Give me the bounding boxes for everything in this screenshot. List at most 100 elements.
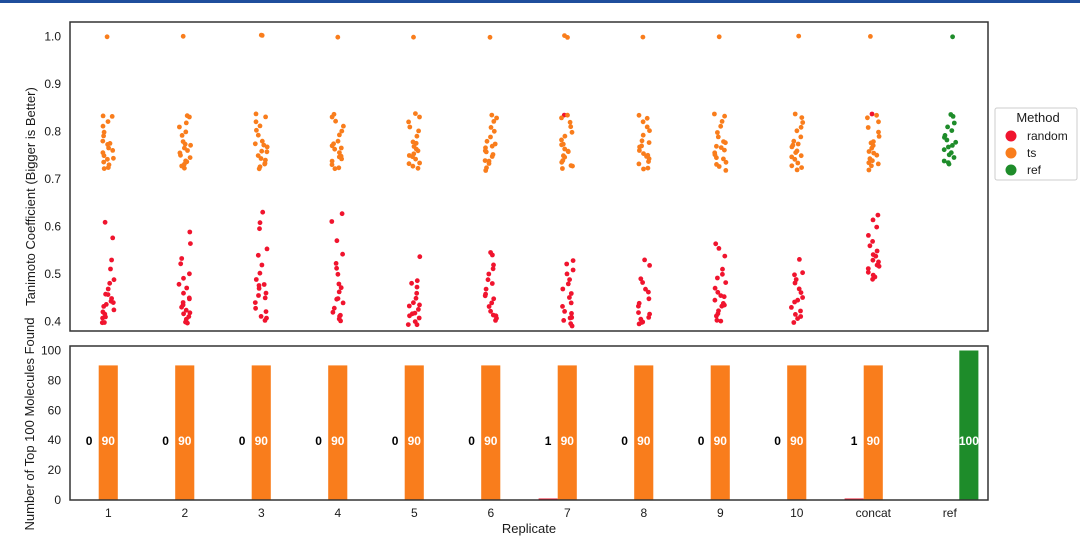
point-ts	[640, 119, 646, 125]
point-random	[260, 209, 266, 215]
point-ts	[187, 155, 193, 161]
point-random	[567, 295, 572, 300]
point-random	[109, 257, 114, 263]
point-ts	[723, 168, 729, 173]
point-random	[414, 278, 420, 284]
point-random	[716, 308, 721, 314]
point-ts	[254, 127, 259, 133]
point-random	[416, 307, 421, 312]
bottom-y-axis-label: Number of Top 100 Molecules Found	[22, 318, 37, 531]
point-ts	[714, 162, 719, 167]
bars-layer	[98, 350, 979, 500]
top-y-tick-label: 0.5	[44, 267, 61, 281]
top-y-axis-label: Tanimoto Coefficient (Bigger is Better)	[23, 87, 38, 306]
point-ts	[799, 165, 804, 171]
point-random	[560, 286, 566, 292]
bar-label-random: 0	[315, 434, 322, 448]
point-ts	[341, 123, 346, 129]
bottom-panel-frame	[69, 345, 989, 501]
point-ts	[101, 159, 107, 165]
point-random	[188, 241, 193, 247]
point-random	[569, 311, 574, 316]
point-ref	[953, 139, 959, 145]
point-random	[789, 305, 794, 310]
point-random	[412, 310, 418, 316]
point-random	[264, 246, 270, 252]
point-ts	[722, 113, 727, 119]
point-random	[333, 261, 339, 266]
point-random	[870, 257, 876, 263]
point-random	[489, 281, 495, 286]
point-random	[562, 309, 567, 314]
point-ts	[416, 128, 421, 134]
point-ts	[183, 120, 189, 126]
point-ts	[714, 143, 719, 149]
point-ts	[718, 145, 724, 151]
bar-label-random: 0	[698, 434, 705, 448]
point-ts	[866, 167, 872, 173]
point-random	[636, 300, 642, 306]
point-ts	[646, 140, 652, 146]
point-random	[718, 293, 724, 298]
point-ts	[411, 34, 416, 40]
legend-marker-random	[1005, 130, 1017, 142]
point-random	[568, 291, 574, 296]
point-random	[715, 275, 720, 281]
point-ts	[715, 130, 720, 135]
point-ts	[337, 150, 342, 156]
point-ts	[331, 111, 337, 117]
point-random	[569, 315, 575, 320]
point-ts	[414, 133, 420, 139]
point-random	[638, 316, 644, 322]
point-random	[186, 314, 192, 319]
point-ts	[482, 158, 488, 164]
point-ts	[567, 119, 573, 125]
point-ts	[865, 125, 871, 130]
top-y-tick-label: 0.4	[44, 314, 61, 328]
point-ts	[560, 141, 566, 147]
x-tick-label: 10	[790, 506, 804, 520]
point-random	[252, 300, 258, 305]
top-y-tick-labels: 0.4 0.5 0.6 0.7 0.8 0.9 1.0	[44, 29, 61, 328]
point-random	[795, 297, 801, 303]
point-ts	[559, 137, 564, 143]
point-random	[640, 280, 645, 285]
point-ts	[259, 33, 265, 38]
bar-ts	[557, 365, 577, 500]
point-ts	[105, 119, 111, 124]
point-ts	[794, 167, 800, 173]
point-ts	[105, 156, 110, 162]
point-ts	[100, 113, 106, 119]
point-ts	[264, 149, 270, 155]
x-tick-label: 2	[181, 506, 188, 520]
point-random	[646, 296, 652, 302]
point-ts	[796, 33, 802, 39]
point-ts	[106, 145, 111, 151]
legend-marker-ref	[1005, 164, 1017, 176]
point-ts	[569, 129, 575, 135]
point-random	[258, 314, 264, 319]
point-ts	[723, 159, 729, 165]
bar-label-ts: 90	[867, 434, 881, 448]
point-ref	[945, 124, 950, 130]
x-tick-label: ref	[943, 506, 958, 520]
point-ts	[253, 111, 259, 117]
point-ts	[871, 150, 877, 156]
point-ts	[867, 156, 873, 162]
point-random	[411, 300, 416, 306]
point-ts	[255, 132, 261, 138]
point-random	[253, 305, 258, 311]
point-random	[338, 312, 343, 318]
point-ts	[644, 124, 650, 130]
point-ts	[491, 119, 497, 124]
point-random	[338, 285, 344, 291]
point-random	[257, 226, 262, 232]
bottom-y-tick-label: 0	[54, 493, 61, 507]
bar-label-random: 0	[621, 434, 628, 448]
point-random	[488, 308, 493, 314]
point-ts	[411, 151, 417, 157]
point-random	[568, 300, 574, 306]
legend-label-ts: ts	[1027, 146, 1036, 160]
point-ts	[336, 165, 342, 171]
